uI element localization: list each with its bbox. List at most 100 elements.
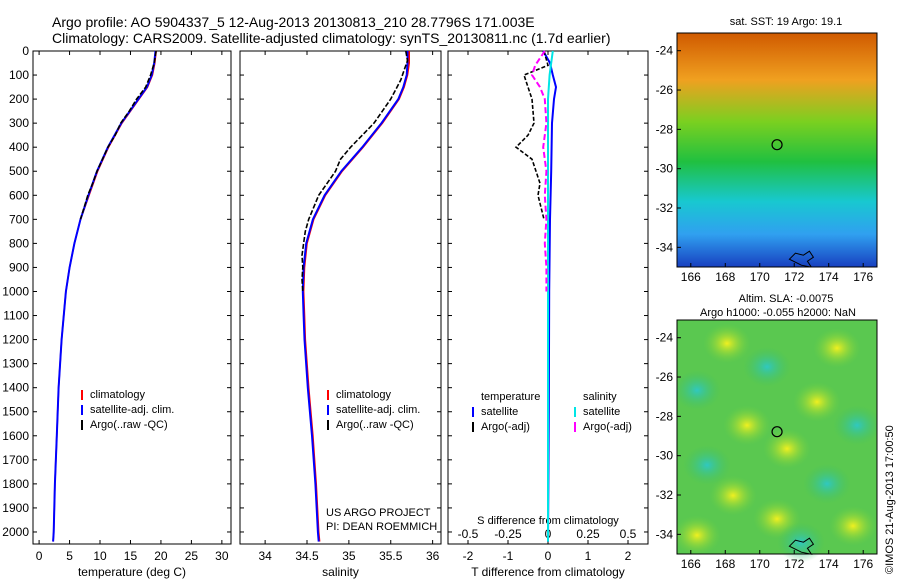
- pi-annotation: PI: DEAN ROEMMICH: [326, 521, 437, 533]
- x-tick-label: 10: [93, 549, 107, 563]
- sla-anomaly: [683, 445, 731, 486]
- depth-tick-label: 1200: [2, 333, 29, 347]
- legend-title-salinity: salinity: [583, 391, 617, 403]
- header-line-1: Argo profile: AO 5904337_5 12-Aug-2013 2…: [52, 14, 535, 30]
- x-tick-label: 34: [258, 549, 272, 563]
- depth-tick-label: 200: [9, 92, 29, 106]
- plot-frame-1: [239, 50, 442, 545]
- coastline: [788, 537, 815, 555]
- legend-entry: satellite-adj. clim.: [90, 404, 174, 416]
- legend-entry: Argo(-adj): [481, 421, 530, 433]
- sla-anomaly: [829, 505, 877, 546]
- map-y-tick-label: -24: [656, 331, 674, 345]
- sla-anomaly: [813, 328, 861, 369]
- legend-entry: satellite: [583, 406, 620, 418]
- map-y-tick-label: -24: [656, 44, 674, 58]
- argo-position-marker: [771, 139, 783, 151]
- map-y-tick-label: -30: [656, 162, 674, 176]
- sla-anomaly: [803, 463, 851, 504]
- legend-entry: Argo(-adj): [583, 421, 632, 433]
- map-frame: [676, 32, 878, 268]
- x-tick-label: 5: [66, 549, 73, 563]
- depth-tick-label: 800: [9, 236, 29, 250]
- depth-tick-label: 900: [9, 260, 29, 274]
- x-tick-label: 2: [625, 549, 632, 563]
- map-y-tick-label: -32: [656, 488, 674, 502]
- map-x-tick-label: 170: [750, 557, 770, 571]
- map-y-tick-label: -34: [656, 527, 674, 541]
- map-x-tick-label: 172: [784, 557, 804, 571]
- plot-frame-0: [32, 50, 232, 545]
- diff-series-0: [542, 50, 558, 542]
- x-top-tick-label: 0.25: [576, 527, 600, 541]
- depth-tick-label: 1300: [2, 357, 29, 371]
- x-tick-label: -2: [463, 549, 474, 563]
- x-tick-label: 35: [342, 549, 356, 563]
- x-tick-label: 0: [545, 549, 552, 563]
- imos-timestamp: ©IMOS 21-Aug-2013 17:00:50: [884, 425, 896, 574]
- depth-tick-label: 400: [9, 140, 29, 154]
- legend-entry: climatology: [336, 389, 392, 401]
- x-tick-label: 20: [154, 549, 168, 563]
- depth-tick-label: 0: [22, 44, 29, 58]
- map-x-tick-label: 176: [853, 270, 873, 284]
- legend-entry: satellite-adj. clim.: [336, 404, 420, 416]
- depth-tick-label: 300: [9, 116, 29, 130]
- x-top-tick-label: -0.5: [458, 527, 479, 541]
- legend-entry: Argo(..raw -QC): [90, 419, 168, 431]
- project-annotation: US ARGO PROJECT: [326, 507, 431, 519]
- map-x-tick-label: 172: [784, 270, 804, 284]
- map-x-tick-label: 168: [715, 270, 735, 284]
- sla-anomaly: [763, 428, 811, 469]
- map-x-tick-label: 174: [819, 270, 839, 284]
- sla-anomaly: [677, 370, 721, 411]
- sla-anomaly: [777, 522, 825, 563]
- depth-tick-label: 1800: [2, 477, 29, 491]
- x-tick-label: 15: [124, 549, 138, 563]
- map-y-tick-label: -28: [656, 409, 674, 423]
- map-x-tick-label: 176: [853, 557, 873, 571]
- x-tick-label: 35.5: [379, 549, 403, 563]
- depth-tick-label: 1600: [2, 429, 29, 443]
- sst-map-title: sat. SST: 19 Argo: 19.1: [730, 16, 843, 28]
- depth-tick-label: 1500: [2, 405, 29, 419]
- depth-tick-label: 600: [9, 188, 29, 202]
- map-x-tick-label: 166: [681, 270, 701, 284]
- sla-map-title-2: Argo h1000: -0.055 h2000: NaN: [700, 307, 856, 319]
- map-y-tick-label: -26: [656, 83, 674, 97]
- x-tick-label: 34.5: [295, 549, 319, 563]
- depth-tick-label: 1900: [2, 501, 29, 515]
- x-tick-label: -1: [503, 549, 514, 563]
- series-line-satelliteadjclim: [301, 51, 409, 542]
- x-tick-label: 1: [585, 549, 592, 563]
- depth-tick-label: 1700: [2, 453, 29, 467]
- x-tick-label: 0: [36, 549, 43, 563]
- depth-tick-label: 100: [9, 68, 29, 82]
- x-tick-label: 36: [426, 549, 440, 563]
- diff-series-2: [547, 50, 554, 542]
- x-axis-label: T difference from climatology: [471, 565, 625, 579]
- map-y-tick-label: -32: [656, 201, 674, 215]
- series-line-argorawqc: [301, 50, 409, 292]
- sla-map-title-1: Altim. SLA: -0.0075: [739, 293, 834, 305]
- depth-tick-label: 500: [9, 164, 29, 178]
- x-top-tick-label: -0.25: [494, 527, 522, 541]
- depth-tick-label: 1000: [2, 284, 29, 298]
- sla-anomaly: [743, 346, 791, 387]
- x-axis-label: salinity: [322, 565, 359, 579]
- map-y-tick-label: -28: [656, 122, 674, 136]
- sla-anomaly: [833, 405, 877, 446]
- sla-anomaly: [703, 323, 751, 364]
- sla-anomaly: [677, 515, 721, 556]
- map-x-tick-label: 166: [681, 557, 701, 571]
- map-x-tick-label: 170: [750, 270, 770, 284]
- depth-tick-label: 1100: [3, 309, 29, 323]
- depth-tick-label: 1400: [2, 381, 29, 395]
- map-x-tick-label: 174: [819, 557, 839, 571]
- diff-series-1: [514, 50, 549, 220]
- map-x-tick-label: 168: [715, 557, 735, 571]
- legend-entry: climatology: [90, 389, 146, 401]
- diff-series-3: [530, 50, 548, 292]
- argo-position-marker: [771, 426, 783, 438]
